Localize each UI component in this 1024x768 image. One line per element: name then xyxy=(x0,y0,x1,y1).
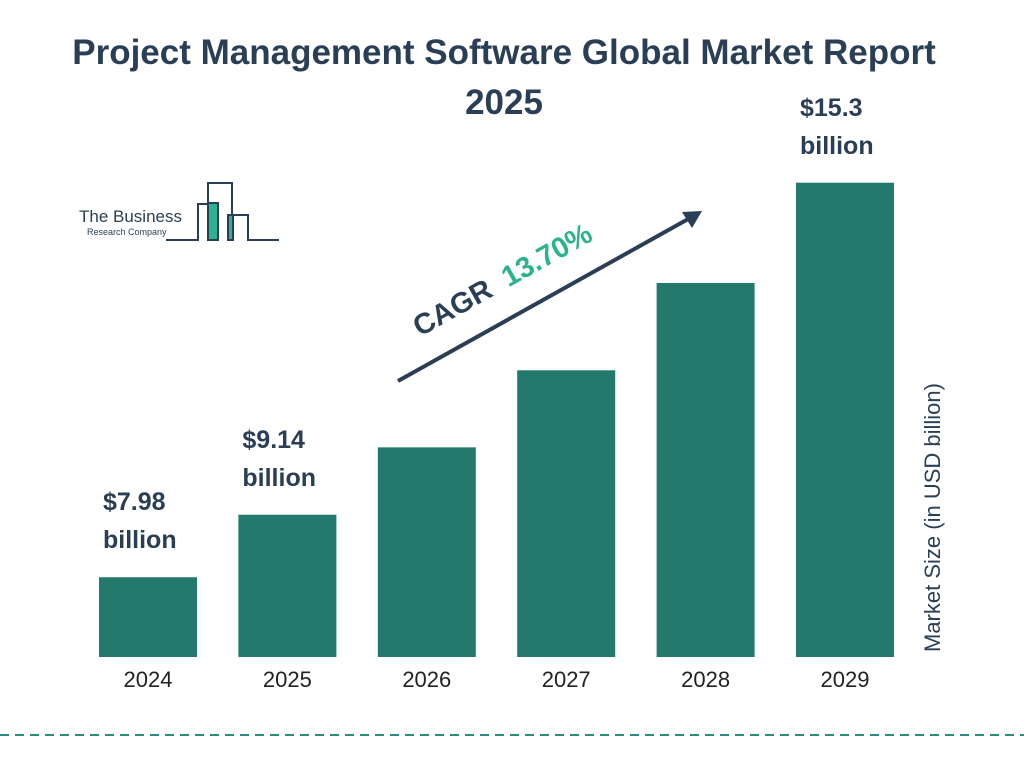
x-tick-label: 2024 xyxy=(124,667,173,692)
x-tick-label: 2029 xyxy=(821,667,870,692)
value-label: $9.14 billion xyxy=(242,425,316,492)
chart-title: Project Management Software Global Marke… xyxy=(72,33,936,122)
value-label: $7.98 billion xyxy=(103,488,177,555)
bar xyxy=(377,447,476,657)
bar xyxy=(656,282,755,657)
value-label: $15.3 billion xyxy=(800,93,874,160)
cagr-arrow xyxy=(397,216,691,383)
cagr-value: 13.70% xyxy=(496,218,598,294)
logo xyxy=(166,182,279,241)
x-tick-label: 2026 xyxy=(402,667,451,692)
bar xyxy=(796,182,894,657)
logo-subtext: Research Company xyxy=(87,227,167,237)
y-axis-label: Market Size (in USD billion) xyxy=(920,383,945,652)
x-tick-label: 2028 xyxy=(681,667,730,692)
arrow-head xyxy=(682,211,702,228)
x-tick-label: 2027 xyxy=(542,667,591,692)
x-tick-label: 2025 xyxy=(263,667,312,692)
bar xyxy=(99,577,197,657)
logo-text: The Business xyxy=(79,207,182,226)
bar xyxy=(238,514,337,657)
bar xyxy=(517,370,616,657)
